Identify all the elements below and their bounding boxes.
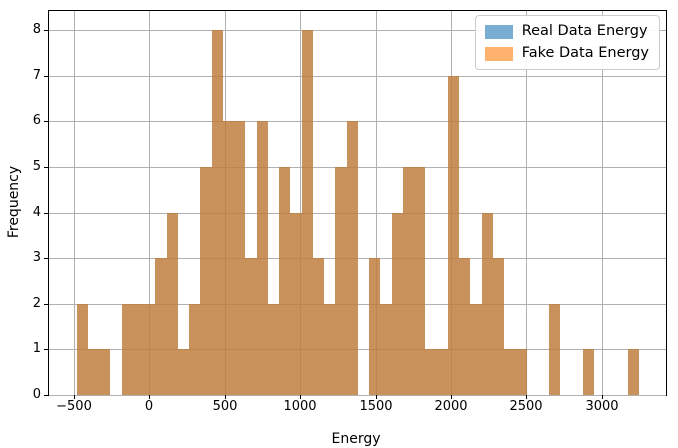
legend-swatch-fake-icon [484,46,513,61]
gridline-vertical [526,11,527,395]
x-tick [526,395,527,399]
histogram-bar [167,213,178,395]
y-tick-label: 3 [32,250,41,265]
legend-swatch-real-icon [484,24,513,39]
y-tick [44,121,48,122]
gridline-vertical [376,11,377,395]
x-tick [74,395,75,399]
histogram-bar [200,167,212,395]
plot-area [48,10,667,396]
histogram-bar [347,121,358,395]
histogram-bar [403,167,414,395]
histogram-bar [515,349,527,395]
histogram-bar [549,304,560,395]
histogram-bar [290,213,302,395]
histogram-bar [392,213,403,395]
histogram-bar [459,258,470,395]
y-tick [44,258,48,259]
y-tick-label: 8 [32,22,41,37]
histogram-bar [583,349,594,395]
histogram-bar [178,349,189,395]
histogram-bar [77,304,88,395]
histogram-bar [234,121,245,395]
y-tick-label: 4 [32,205,41,220]
histogram-bar [437,349,448,395]
y-tick [44,30,48,31]
x-tick [451,395,452,399]
legend-item-real-data-energy: Real Data Energy [484,23,649,40]
histogram-bar [223,121,234,395]
legend-item-fake-data-energy: Fake Data Energy [484,45,649,62]
histogram-bar [122,304,133,395]
histogram-bar [504,349,515,395]
x-tick-label: 500 [212,399,238,414]
histogram-bar [369,258,380,395]
histogram-bar [212,30,223,395]
histogram-bar [279,167,290,395]
y-tick-label: 1 [32,341,41,356]
x-tick-label: 2000 [434,399,468,414]
y-tick-label: 2 [32,296,41,311]
x-tick-label: 1000 [283,399,317,414]
histogram-bar [313,258,324,395]
histogram-bar [335,167,347,395]
histogram-bar [482,213,493,395]
x-tick [602,395,603,399]
gridline-vertical [149,11,150,395]
y-tick [44,349,48,350]
histogram-bar [155,258,167,395]
gridline-vertical [602,11,603,395]
y-axis-label: Frequency [6,165,22,239]
histogram-bar [493,258,504,395]
histogram-bar [302,30,313,395]
x-tick [225,395,226,399]
legend-label-fake: Fake Data Energy [521,45,649,61]
x-tick-label: 0 [144,399,154,414]
x-axis-label: Energy [331,431,381,447]
histogram-bar [448,76,459,395]
y-tick [44,395,48,396]
histogram-bar [133,304,144,395]
y-tick-label: 0 [32,387,41,402]
histogram-bar [470,304,482,395]
gridline-vertical [74,11,75,395]
y-tick [44,76,48,77]
gridline-horizontal [49,395,666,396]
histogram-bar [257,121,268,395]
histogram-bar [99,349,110,395]
legend-label-real: Real Data Energy [521,23,648,39]
y-tick [44,213,48,214]
y-tick [44,167,48,168]
histogram-bar [425,349,437,395]
histogram-bar [414,167,425,395]
histogram-bar [268,304,279,395]
y-tick-label: 6 [32,113,41,128]
x-tick-label: 1500 [359,399,393,414]
gridline-horizontal [49,30,666,31]
x-tick-label: −500 [56,399,92,414]
histogram-bar [245,258,257,395]
x-tick [149,395,150,399]
x-tick [376,395,377,399]
histogram-bar [144,304,155,395]
legend: Real Data Energy Fake Data Energy [474,15,660,70]
histogram-bar [88,349,99,395]
histogram-bar [380,304,392,395]
x-tick-label: 2500 [509,399,543,414]
x-tick-label: 3000 [585,399,619,414]
histogram-bar [189,304,200,395]
x-tick [300,395,301,399]
gridline-horizontal [49,76,666,77]
y-tick [44,304,48,305]
gridline-vertical [300,11,301,395]
y-tick-label: 5 [32,159,41,174]
y-tick-label: 7 [32,68,41,83]
histogram-bar [628,349,639,395]
histogram-bar [324,304,335,395]
